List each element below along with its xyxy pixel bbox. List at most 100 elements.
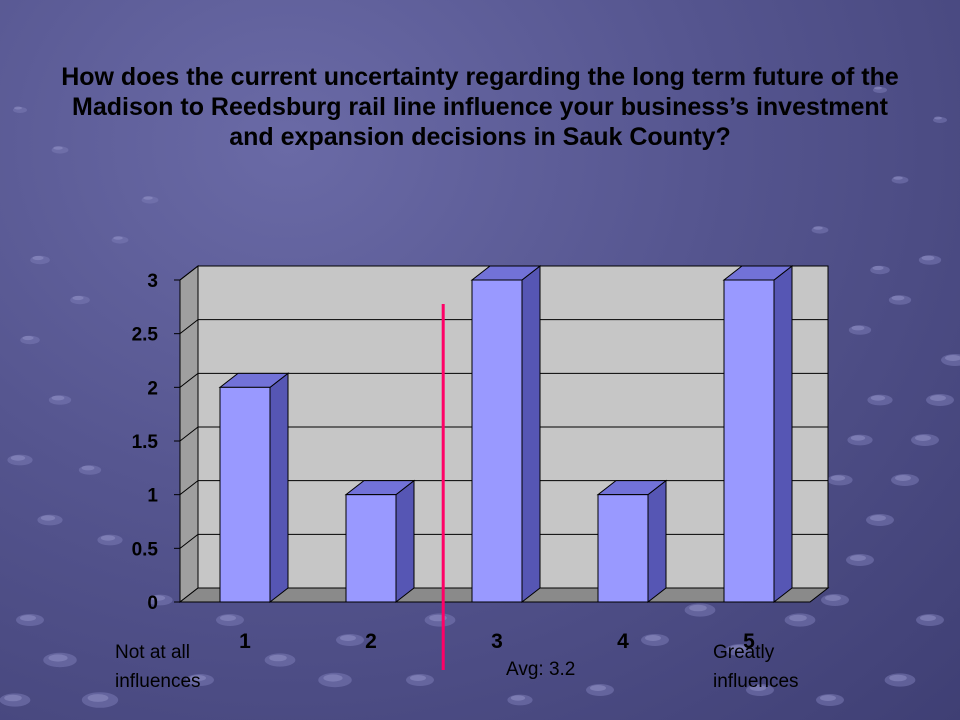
background-dot-highlight — [269, 654, 287, 662]
background-dot — [424, 613, 456, 627]
bar-4 — [596, 479, 668, 604]
gridline-side — [179, 426, 199, 442]
background-dot-highlight — [113, 236, 123, 240]
background-dot-highlight — [4, 694, 22, 702]
background-dot — [847, 434, 873, 446]
x-tick-label: 5 — [743, 630, 755, 653]
background-dot-highlight — [851, 325, 865, 331]
background-dot — [43, 652, 77, 668]
background-dot-highlight — [14, 106, 22, 110]
x-tick-label: 2 — [365, 630, 377, 653]
background-dot — [866, 514, 894, 526]
scale-low-label: Not at all influences — [115, 642, 201, 692]
background-dot — [784, 613, 816, 627]
background-dot-highlight — [830, 475, 846, 481]
background-dot-highlight — [340, 635, 356, 641]
gridline-side — [179, 265, 199, 281]
background-dot-highlight — [220, 615, 236, 621]
bar-front — [597, 494, 649, 603]
background-dot-highlight — [945, 355, 960, 361]
background-dot-highlight — [895, 475, 911, 481]
background-dot-highlight — [893, 176, 903, 180]
background-dot-highlight — [915, 435, 931, 441]
background-dot — [821, 594, 849, 606]
background-dot-highlight — [22, 335, 34, 341]
background-dot — [318, 672, 352, 688]
background-dot — [873, 87, 887, 93]
bar-front — [723, 279, 775, 603]
chart-title: How does the current uncertainty regardi… — [61, 63, 899, 151]
background-dot — [97, 534, 123, 546]
bar-side — [269, 372, 289, 604]
y-tick-label: 1.5 — [132, 432, 159, 453]
background-dot — [888, 295, 912, 305]
background-dot-highlight — [323, 674, 343, 682]
background-dot — [216, 614, 244, 626]
bar-5 — [722, 264, 794, 604]
background-dot — [7, 454, 33, 466]
gridline-side — [179, 480, 199, 496]
x-tick-label: 4 — [617, 630, 629, 653]
background-dot — [13, 107, 27, 113]
average-label: Avg: 3.2 — [506, 659, 576, 680]
scale-high-label: Greatly influences — [713, 642, 799, 692]
background-dot-highlight — [813, 226, 823, 230]
background-dot — [746, 684, 774, 696]
background-dot-highlight — [870, 515, 886, 521]
background-dot — [51, 146, 69, 154]
bar-side — [395, 479, 415, 604]
background-dot — [884, 673, 916, 687]
y-tick-label: 2.5 — [132, 325, 159, 346]
bar-side — [773, 264, 793, 604]
background-dot-highlight — [889, 674, 907, 682]
background-dot-highlight — [850, 555, 866, 561]
background-dot — [48, 395, 72, 405]
background-dot — [586, 684, 614, 696]
background-dot-highlight — [850, 435, 866, 441]
y-tick-label: 0.5 — [132, 539, 159, 560]
gridline-side — [179, 533, 199, 549]
background-dot — [891, 176, 909, 184]
background-dot-highlight — [10, 455, 26, 461]
bar-side — [647, 479, 667, 604]
background-dot — [186, 674, 214, 686]
background-dot-highlight — [51, 395, 65, 401]
background-dot — [30, 255, 50, 265]
y-tick-label: 3 — [147, 271, 158, 292]
background-dot — [147, 594, 173, 606]
bar-front — [219, 386, 271, 603]
background-dot-highlight — [32, 255, 44, 261]
background-dot-highlight — [689, 604, 707, 612]
background-dot-highlight — [590, 685, 606, 691]
background-dot — [641, 634, 669, 646]
background-dot — [141, 196, 159, 204]
background-dot — [264, 653, 296, 667]
background-dot-highlight — [750, 685, 766, 691]
background-dot — [684, 603, 716, 617]
x-tick-label: 1 — [239, 630, 251, 653]
background-dot — [848, 325, 872, 335]
background-dot-highlight — [825, 595, 841, 601]
background-dot — [926, 394, 954, 406]
background-dot-highlight — [87, 694, 109, 702]
background-dot-highlight — [40, 515, 56, 521]
background-dot-highlight — [190, 675, 206, 681]
background-dot — [70, 295, 90, 305]
background-dot — [78, 465, 102, 475]
background-dot-highlight — [150, 595, 166, 601]
background-dot — [81, 692, 119, 708]
background-dot — [916, 614, 944, 626]
background-dot-highlight — [891, 295, 905, 301]
background-dot-highlight — [510, 695, 526, 701]
background-dot-highlight — [143, 196, 153, 200]
background-dot-highlight — [930, 395, 946, 401]
background-dot — [846, 554, 874, 566]
y-tick-label: 0 — [147, 593, 158, 614]
background-dot-highlight — [100, 535, 116, 541]
gridline-side — [179, 319, 199, 335]
background-dot — [933, 117, 947, 123]
background-dot-highlight — [921, 255, 935, 261]
background-dot-highlight — [53, 146, 63, 150]
background-dot-highlight — [920, 615, 936, 621]
